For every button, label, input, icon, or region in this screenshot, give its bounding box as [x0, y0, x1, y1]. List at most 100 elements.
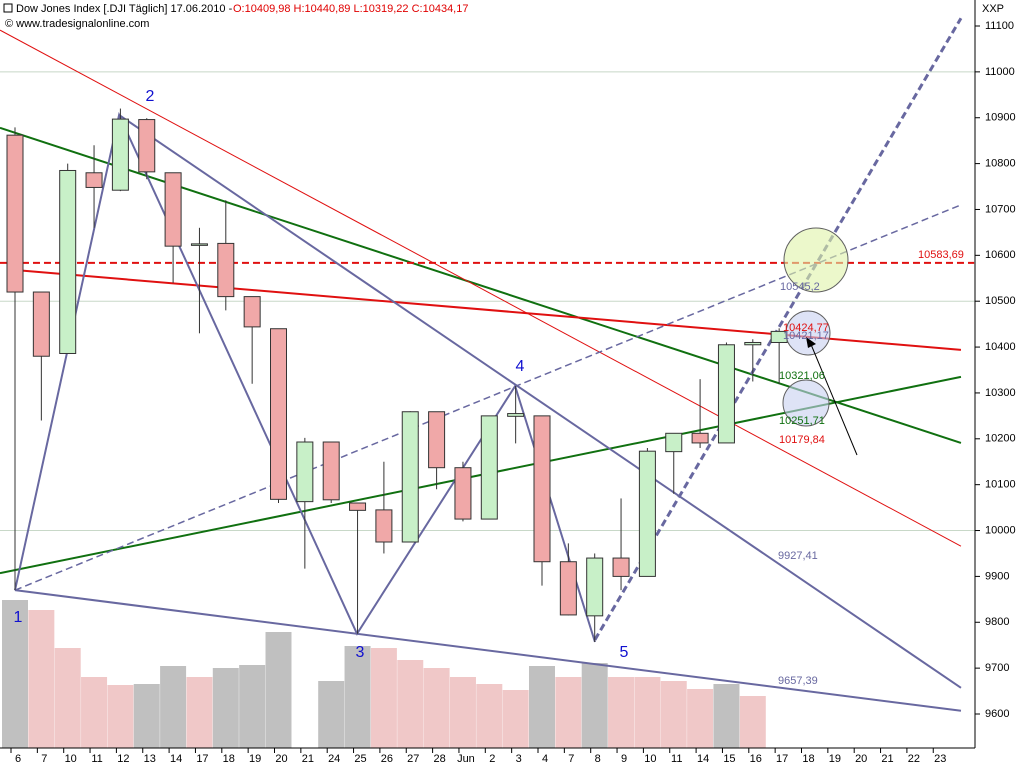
- line-value-label: 10321,06: [779, 370, 825, 382]
- x-tick-label: 7: [568, 753, 574, 765]
- y-tick-label: 10800: [985, 158, 1016, 170]
- volume-bar: [81, 677, 108, 748]
- x-tick-label: Jun: [457, 753, 475, 765]
- volume-bar: [713, 684, 740, 748]
- candle-body: [217, 242, 235, 298]
- y-tick-label: 9600: [985, 708, 1009, 720]
- x-tick-label: 3: [516, 753, 522, 765]
- x-tick-label: 20: [275, 753, 287, 765]
- arrow-head: [806, 337, 816, 348]
- line-value-label: 9927,41: [778, 550, 818, 562]
- y-tick-label: 11000: [985, 66, 1015, 78]
- highlight-circle: [782, 379, 830, 427]
- volume-bar: [581, 663, 608, 748]
- volume-bar: [449, 677, 476, 748]
- candle-body: [638, 450, 656, 577]
- candle-body: [32, 291, 50, 357]
- x-tick-label: 15: [723, 753, 735, 765]
- wave-label: 5: [620, 644, 629, 661]
- volume-bar: [397, 660, 424, 748]
- candle-body: [744, 341, 762, 346]
- trend-line: [118, 114, 962, 689]
- x-tick-label: 4: [542, 753, 548, 765]
- candle-body: [507, 413, 525, 417]
- x-tick-label: 26: [381, 753, 393, 765]
- x-tick-label: 19: [249, 753, 261, 765]
- x-tick-label: 7: [41, 753, 47, 765]
- x-tick-label: 23: [934, 753, 946, 765]
- trend-line: [14, 589, 962, 712]
- volume-bar: [54, 648, 81, 748]
- chart-title: Dow Jones Index [.DJI Täglich] 17.06.201…: [16, 3, 233, 15]
- candle-body: [59, 169, 77, 354]
- x-tick-label: 16: [750, 753, 762, 765]
- x-tick-label: 19: [829, 753, 841, 765]
- x-tick-label: 2: [489, 753, 495, 765]
- x-tick-label: 10: [644, 753, 656, 765]
- x-tick-label: 9: [621, 753, 627, 765]
- wave-label: 1: [14, 609, 23, 626]
- wave-label: 4: [516, 358, 525, 375]
- x-tick-label: 6: [15, 753, 21, 765]
- candle-body: [480, 415, 498, 520]
- volume-bar: [529, 666, 555, 748]
- highlight-circle: [783, 227, 849, 293]
- candle-body: [190, 243, 208, 246]
- candle-body: [296, 441, 314, 503]
- line-value-label: 10179,84: [779, 434, 825, 446]
- x-tick-label: 18: [802, 753, 814, 765]
- volume-bar: [608, 677, 635, 748]
- x-tick-label: 10: [65, 753, 77, 765]
- y-tick-label: 9700: [985, 662, 1009, 674]
- y-tick-label: 10600: [985, 249, 1016, 261]
- x-tick-label: 12: [117, 753, 129, 765]
- candle-body: [612, 557, 630, 577]
- candle-body: [428, 411, 446, 469]
- x-tick-label: 14: [697, 753, 709, 765]
- corner-label: XXP: [982, 3, 1004, 15]
- volume-bar: [318, 681, 345, 748]
- volume-bar: [344, 646, 371, 748]
- y-tick-label: 11100: [985, 20, 1014, 32]
- volume-bar: [239, 665, 266, 748]
- arrow: [809, 341, 858, 456]
- candle-body: [322, 441, 340, 501]
- candle-body: [243, 296, 261, 328]
- volume-bar: [739, 696, 766, 748]
- volume-bar: [186, 677, 213, 748]
- highlight-circle: [785, 310, 831, 356]
- x-tick-label: 13: [144, 753, 156, 765]
- x-tick-label: 11: [671, 753, 682, 765]
- x-tick-label: 24: [328, 753, 340, 765]
- x-tick-label: 20: [855, 753, 867, 765]
- wave-label: 3: [356, 644, 365, 661]
- line-value-label: 10421,17: [783, 330, 829, 342]
- x-tick-label: 21: [881, 753, 893, 765]
- volume-bar: [634, 677, 661, 748]
- candle-body: [665, 432, 683, 453]
- x-tick-label: 22: [908, 753, 920, 765]
- x-tick-label: 17: [776, 753, 788, 765]
- x-tick-label: 21: [302, 753, 314, 765]
- volume-bar: [28, 610, 55, 748]
- candle-body: [111, 118, 129, 191]
- x-tick-label: 8: [595, 753, 601, 765]
- window-icon: [3, 3, 13, 13]
- y-tick-label: 9900: [985, 570, 1009, 582]
- x-tick-label: 18: [223, 753, 235, 765]
- candle-body: [717, 344, 735, 444]
- y-tick-label: 10300: [985, 387, 1016, 399]
- volume-bar: [2, 600, 28, 748]
- volume-bar: [502, 690, 529, 748]
- candle-body: [85, 172, 103, 188]
- y-tick-label: 10700: [985, 203, 1016, 215]
- x-tick-label: 28: [433, 753, 445, 765]
- y-tick-label: 9800: [985, 616, 1009, 628]
- quote: O:10409,98 H:10440,89 L:10319,22 C:10434…: [233, 3, 468, 15]
- candle-body: [349, 502, 367, 511]
- volume-bar: [660, 681, 687, 748]
- volume-bar: [476, 684, 503, 748]
- y-tick-label: 10100: [985, 479, 1016, 491]
- line-value-label: 9657,39: [778, 675, 818, 687]
